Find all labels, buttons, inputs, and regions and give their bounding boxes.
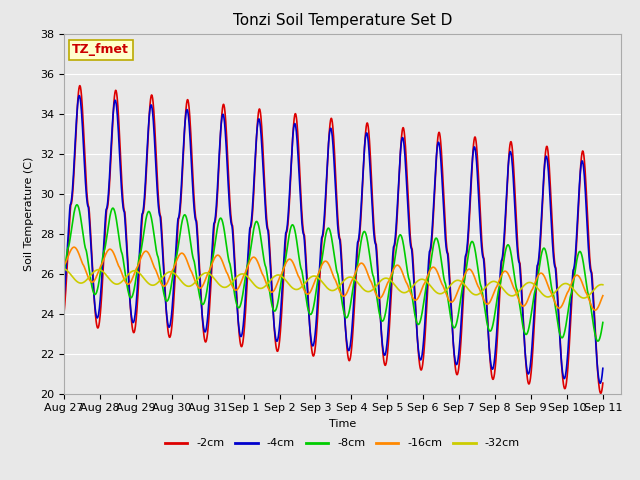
Line: -8cm: -8cm	[64, 205, 603, 341]
-4cm	[599, 365, 607, 371]
-4cm	[361, 142, 369, 147]
-2cm	[211, 221, 218, 227]
-32cm	[580, 295, 588, 301]
-4cm	[552, 266, 559, 272]
-32cm	[361, 287, 369, 293]
-2cm	[599, 380, 607, 386]
-16cm	[566, 283, 574, 289]
-2cm	[349, 327, 357, 333]
-8cm	[566, 294, 574, 300]
Legend: -2cm, -4cm, -8cm, -16cm, -32cm: -2cm, -4cm, -8cm, -16cm, -32cm	[161, 434, 524, 453]
Text: TZ_fmet: TZ_fmet	[72, 43, 129, 56]
-32cm	[211, 276, 218, 281]
-2cm	[552, 264, 559, 270]
-16cm	[599, 293, 607, 299]
-2cm	[60, 310, 68, 316]
-16cm	[490, 289, 498, 295]
-8cm	[552, 304, 559, 310]
-4cm	[490, 361, 498, 367]
-4cm	[566, 308, 574, 314]
-32cm	[551, 289, 559, 295]
Line: -16cm: -16cm	[64, 247, 603, 310]
-8cm	[599, 320, 607, 325]
Title: Tonzi Soil Temperature Set D: Tonzi Soil Temperature Set D	[233, 13, 452, 28]
-32cm	[60, 266, 68, 272]
-4cm	[596, 380, 604, 386]
-4cm	[211, 219, 218, 225]
-4cm	[76, 93, 83, 98]
-8cm	[594, 338, 602, 344]
-16cm	[349, 276, 357, 282]
Line: -32cm: -32cm	[64, 269, 603, 298]
-16cm	[361, 264, 369, 269]
-8cm	[490, 316, 498, 322]
-8cm	[60, 270, 68, 276]
-32cm	[349, 275, 356, 281]
-8cm	[349, 285, 357, 291]
-32cm	[599, 282, 607, 288]
-2cm	[490, 374, 498, 380]
-16cm	[591, 307, 599, 313]
-16cm	[70, 244, 78, 250]
-8cm	[73, 202, 81, 208]
-16cm	[552, 301, 559, 307]
-4cm	[349, 311, 357, 317]
-2cm	[361, 141, 369, 147]
Line: -2cm: -2cm	[64, 86, 603, 393]
X-axis label: Time: Time	[329, 419, 356, 429]
Y-axis label: Soil Temperature (C): Soil Temperature (C)	[24, 156, 35, 271]
-16cm	[211, 255, 218, 261]
-2cm	[566, 323, 574, 328]
-32cm	[490, 278, 498, 284]
-4cm	[60, 295, 68, 301]
-2cm	[597, 390, 605, 396]
-32cm	[566, 283, 574, 288]
-8cm	[211, 244, 218, 250]
-8cm	[361, 229, 369, 235]
Line: -4cm: -4cm	[64, 96, 603, 383]
-16cm	[60, 263, 68, 268]
-2cm	[76, 83, 84, 89]
